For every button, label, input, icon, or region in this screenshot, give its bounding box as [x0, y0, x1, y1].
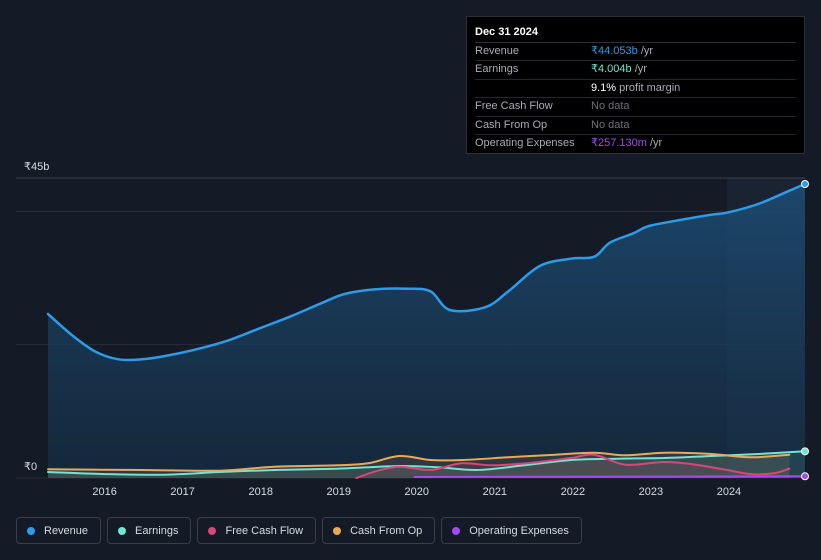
x-tick-label: 2022: [561, 486, 585, 498]
legend-label: Free Cash Flow: [225, 524, 304, 537]
x-tick-label: 2018: [248, 486, 272, 498]
tooltip-row-label: Operating Expenses: [475, 136, 575, 149]
y-tick-max: ₹45b: [24, 161, 49, 173]
legend-dot-icon: [333, 526, 342, 535]
tooltip-row-label: Revenue: [475, 45, 520, 57]
tooltip-row-label: Earnings: [475, 63, 519, 76]
legend-label: Earnings: [135, 524, 179, 537]
x-tick-label: 2017: [170, 486, 194, 498]
free-cash-flow-line: [355, 453, 791, 479]
tooltip-row-value: 9.1% profit margin: [591, 81, 681, 94]
legend: Revenue Earnings Free Cash Flow Cash From O…: [16, 517, 582, 544]
operating-expenses-end-point[interactable]: [801, 472, 809, 481]
tooltip-row-label: [475, 80, 591, 97]
y-tick-zero: ₹0: [24, 461, 37, 473]
legend-item-earnings[interactable]: Earnings: [107, 517, 192, 544]
tooltip-row-value: No data: [591, 118, 630, 131]
tooltip-row: Revenue ₹44.053b /yr: [475, 43, 796, 62]
revenue-area: [48, 184, 805, 478]
tooltip-row-value: ₹4.004b /yr: [591, 63, 647, 76]
tooltip-row: Free Cash Flow No data: [475, 98, 796, 117]
x-tick-label: 2024: [717, 486, 741, 498]
tooltip-row-value: No data: [591, 100, 630, 113]
x-tick-label: 2016: [92, 486, 116, 498]
free-cash-flow-area: [356, 454, 790, 478]
legend-item-cash-from-op[interactable]: Cash From Op: [322, 517, 436, 544]
cash-from-op-line: [47, 451, 791, 472]
tooltip-row-label: Free Cash Flow: [475, 100, 553, 113]
tooltip-date: Dec 31 2024: [475, 25, 796, 43]
earnings-line: [47, 450, 806, 476]
tooltip-row: Earnings ₹4.004b /yr: [475, 61, 796, 80]
x-tick-label: 2021: [483, 486, 507, 498]
x-tick-label: 2020: [405, 486, 429, 498]
x-tick-label: 2023: [639, 486, 663, 498]
legend-dot-icon: [452, 526, 461, 535]
legend-label: Cash From Op: [350, 524, 423, 537]
x-tick-label: 2019: [327, 486, 351, 498]
legend-dot-icon: [208, 526, 217, 535]
tooltip-row: Operating Expenses ₹257.130m /yr: [475, 135, 796, 152]
legend-item-operating-expenses[interactable]: Operating Expenses: [441, 517, 582, 544]
operating-expenses-line: [413, 475, 806, 478]
tooltip-row-label: Cash From Op: [475, 118, 548, 131]
tooltip-row: Cash From Op No data: [475, 117, 796, 135]
tooltip-row: 9.1% profit margin: [475, 80, 796, 99]
tooltip: Dec 31 2024 Revenue ₹44.053b /yr Earnings ₹…: [466, 16, 805, 154]
revenue-end-point[interactable]: [801, 180, 809, 188]
legend-label: Revenue: [44, 524, 89, 537]
legend-dot-icon: [118, 526, 127, 535]
legend-item-free-cash-flow[interactable]: Free Cash Flow: [197, 517, 317, 544]
legend-label: Operating Expenses: [469, 524, 569, 537]
earnings-end-point[interactable]: [801, 447, 809, 456]
revenue-line: [46, 182, 807, 362]
tooltip-row-value: ₹257.130m /yr: [591, 136, 663, 149]
legend-item-revenue[interactable]: Revenue: [16, 517, 102, 544]
tooltip-row-value: ₹44.053b /yr: [591, 45, 654, 57]
legend-dot-icon: [27, 526, 35, 535]
